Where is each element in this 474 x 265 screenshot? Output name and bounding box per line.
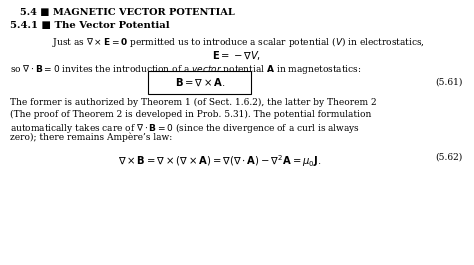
Text: automatically takes care of $\nabla \cdot \mathbf{B} = 0$ (since the divergence : automatically takes care of $\nabla \cdo… — [10, 121, 360, 135]
Text: (5.61): (5.61) — [435, 77, 462, 86]
Text: zero); there remains Ampère’s law:: zero); there remains Ampère’s law: — [10, 132, 172, 142]
Text: 5.4.1 ■ The Vector Potential: 5.4.1 ■ The Vector Potential — [10, 21, 170, 30]
Text: $\mathbf{B} = \nabla \times \mathbf{A}.$: $\mathbf{B} = \nabla \times \mathbf{A}.$ — [174, 76, 225, 88]
Text: $\nabla \times \mathbf{B} = \nabla \times (\nabla \times \mathbf{A}) = \nabla(\n: $\nabla \times \mathbf{B} = \nabla \time… — [118, 153, 322, 169]
Text: (5.62): (5.62) — [435, 153, 462, 162]
Text: (The proof of Theorem 2 is developed in Prob. 5.31). The potential formulation: (The proof of Theorem 2 is developed in … — [10, 109, 371, 119]
Text: The former is authorized by Theorem 1 (of Sect. 1.6.2), the latter by Theorem 2: The former is authorized by Theorem 1 (o… — [10, 98, 377, 107]
Text: 5.4 ■ MAGNETIC VECTOR POTENTIAL: 5.4 ■ MAGNETIC VECTOR POTENTIAL — [20, 8, 235, 17]
Text: $\mathbf{E} = -\nabla V,$: $\mathbf{E} = -\nabla V,$ — [212, 49, 262, 62]
Text: so $\nabla \cdot \mathbf{B} = 0$ invites the introduction of a $\mathit{vector}$: so $\nabla \cdot \mathbf{B} = 0$ invites… — [10, 63, 362, 76]
Text: Just as $\nabla \times \mathbf{E} = \mathbf{0}$ permitted us to introduce a scal: Just as $\nabla \times \mathbf{E} = \mat… — [52, 35, 425, 49]
FancyBboxPatch shape — [148, 70, 252, 94]
